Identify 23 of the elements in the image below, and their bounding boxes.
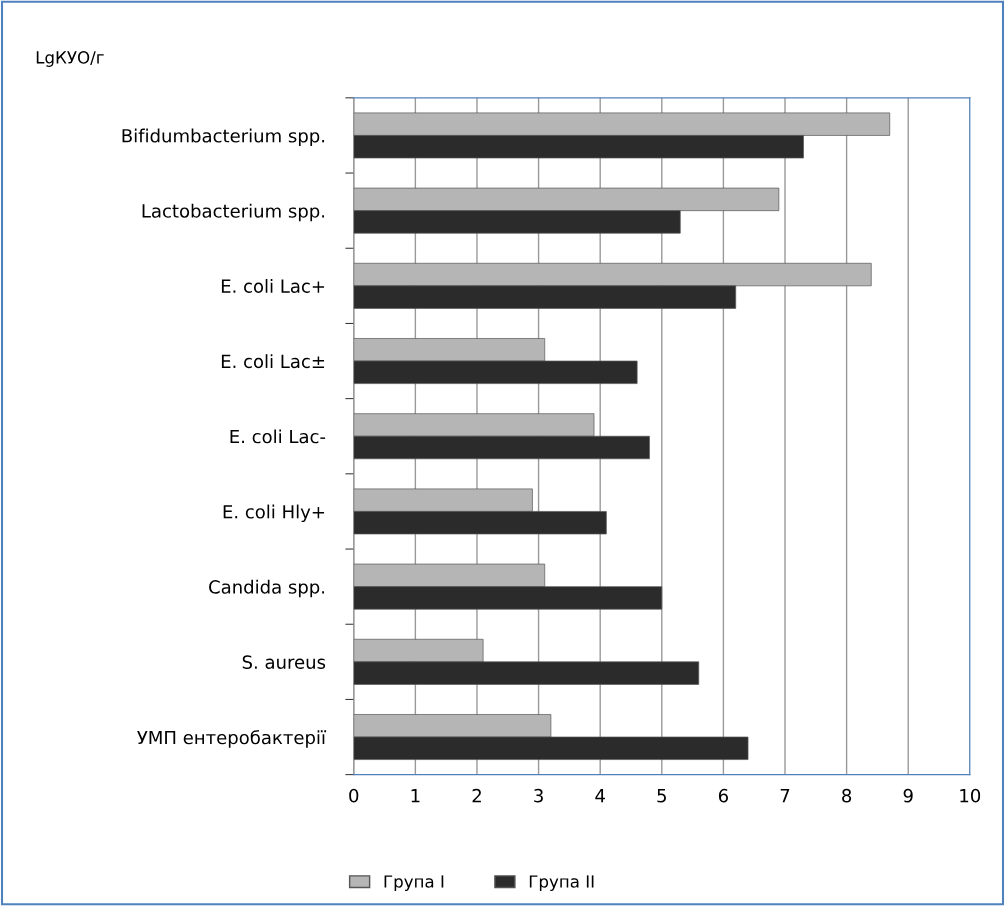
legend-label: Група II: [529, 875, 594, 891]
x-tick-label: 3: [534, 788, 543, 803]
x-tick-label: 2: [472, 788, 481, 803]
y-tick-label: Bifidumbacterium spp.: [122, 128, 325, 147]
x-tick-label: 0: [349, 788, 359, 803]
x-tick-label: 5: [657, 789, 666, 803]
legend-label: Група I: [384, 875, 444, 891]
x-tick-label: 10: [960, 788, 981, 803]
y-tick-label: Candida spp.: [209, 579, 325, 598]
y-tick-label: E. coli Hly+: [223, 504, 325, 523]
y-tick-label: S. aureus: [242, 655, 326, 669]
y-tick-label: E. coli Lac-: [230, 429, 326, 444]
y-tick-label: E. coli Lac±: [221, 354, 325, 369]
y-tick-label: E. coli Lac+: [221, 278, 325, 293]
y-tick-label: Lactobacterium spp.: [142, 203, 325, 222]
x-tick-label: 6: [718, 788, 729, 803]
x-tick-label: 1: [411, 789, 420, 803]
y-tick-label: УМП ентеробактерії: [137, 730, 327, 748]
x-tick-label: 4: [595, 789, 605, 803]
y-axis-title: LgКУО/г: [36, 51, 104, 67]
x-tick-label: 9: [903, 788, 913, 803]
x-tick-label: 8: [842, 788, 852, 803]
x-tick-label: 7: [780, 789, 790, 803]
